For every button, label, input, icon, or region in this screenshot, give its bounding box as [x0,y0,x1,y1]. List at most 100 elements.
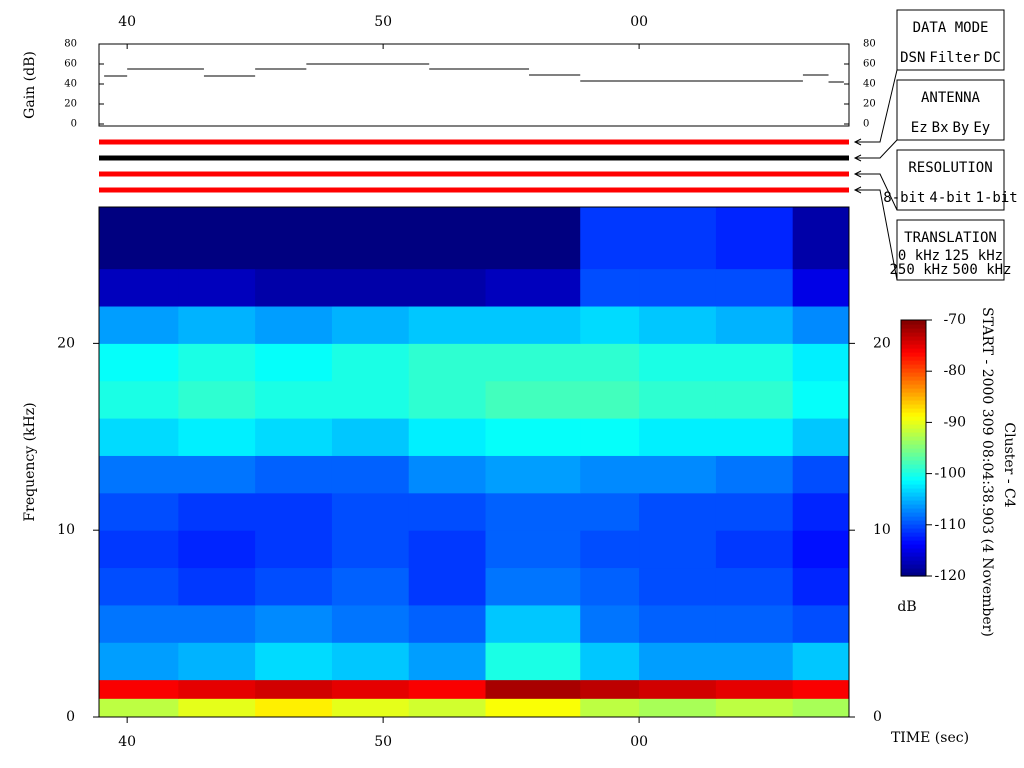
colorbar-swatch [901,552,926,557]
spectrogram-cell [639,380,717,419]
colorbar-swatch [901,448,926,453]
colorbar-swatch [901,544,926,549]
colorbar-swatch [901,396,926,401]
colorbar-swatch [901,460,926,465]
colorbar-swatch [901,476,926,481]
spectrogram-cell [639,268,717,307]
spectrogram-cell [99,679,179,699]
spectrogram-cell [178,268,256,307]
panel-item: 0 kHz [898,248,940,264]
colorbar-swatch [901,508,926,513]
y-tick-label: 60 [64,59,77,70]
panel-title: ANTENNA [921,90,981,106]
spectrogram-cell [580,207,640,270]
spectrogram-cell [99,604,179,643]
spectrogram-cell [792,530,850,569]
spectrogram-cell [331,343,410,382]
spectrogram-cell [408,418,487,456]
spectrogram-cell [99,492,179,531]
spectrogram-cell [408,380,487,419]
colorbar-swatch [901,380,926,385]
status-bar [99,187,849,193]
colorbar-swatch [901,420,926,425]
y-tick-label: 60 [863,59,876,70]
colorbar-swatch [901,340,926,345]
spectrogram-cell [255,679,333,699]
colorbar-swatch [901,532,926,537]
spectrogram-cell [792,679,850,699]
spectrogram-cell [255,268,333,307]
spectrogram-cell [255,567,333,606]
spectrogram-cell [255,380,333,419]
colorbar-swatch [901,344,926,349]
spectrogram-cell [792,268,850,307]
colorbar-label: dB [897,599,916,615]
colorbar-tick-label: -80 [943,363,966,379]
spectrogram-cell [580,679,640,699]
colorbar-swatch [901,480,926,485]
spectrogram-cell [485,679,581,699]
spectrogram-cell [255,492,333,531]
colorbar-swatch [901,456,926,461]
spectrogram-cell [178,418,256,456]
spectrogram-cell [99,306,179,344]
colorbar-swatch [901,384,926,389]
spectrogram-cell [792,455,850,494]
colorbar-swatch [901,332,926,337]
y-tick-label: 0 [873,709,882,725]
spectrogram-cell [408,343,487,382]
spectrogram-cell [255,698,333,718]
colorbar-swatch [901,424,926,429]
colorbar-frame [900,319,927,577]
spectrogram-cell [255,642,333,681]
spectrogram-cell [178,306,256,344]
spectrogram-cell [408,567,487,606]
spectrogram-cell [178,679,256,699]
spectrogram-cell [580,306,640,344]
colorbar-swatch [901,428,926,433]
spectrogram-cell [715,642,794,681]
spectrogram-cell [639,698,717,718]
spectrogram-cell [408,530,487,569]
status-arrowhead [853,138,862,146]
spectrogram-cell [485,268,581,307]
y-tick-label: 0 [66,709,75,725]
start-annotation: START - 2000 309 08:04:38.903 (4 Novembe… [979,307,995,637]
x-tick-label: 00 [630,734,648,750]
spectrogram-frame [98,206,850,718]
spectrogram-cell [99,455,179,494]
status-arrow [855,69,898,143]
colorbar-swatch [901,556,926,561]
y-tick-label: 80 [863,39,876,50]
spectrogram-cell [408,642,487,681]
spectrogram-cell [178,380,256,419]
colorbar-swatch [901,520,926,525]
spectrogram-cell [178,207,256,270]
spectrogram-cell [639,455,717,494]
colorbar-swatch [901,388,926,393]
spectrogram-cell [792,567,850,606]
panel-item: Ey [973,120,990,136]
spectrogram-cell [639,418,717,456]
colorbar-swatch [901,516,926,521]
spectrogram-cell [580,343,640,382]
y-tick-label: 20 [57,335,75,351]
spectrogram-cell [408,306,487,344]
y-tick-label: 10 [57,522,75,538]
spectrogram-cell [255,207,333,270]
panel-item: 8-bit [883,190,925,206]
spectrogram-cell [580,604,640,643]
y-tick-label: 40 [863,79,876,90]
spectrogram-cell [408,698,487,718]
colorbar-swatch [901,528,926,533]
spectrogram-cell [639,530,717,569]
spectrogram-cell [99,343,179,382]
colorbar-tick-label: -100 [935,466,966,482]
status-bar [99,171,849,177]
spectrogram-cell [485,380,581,419]
status-arrowhead [853,186,862,194]
panel-title: DATA MODE [913,20,989,36]
colorbar-swatch [901,536,926,541]
spectrogram-cell [715,679,794,699]
